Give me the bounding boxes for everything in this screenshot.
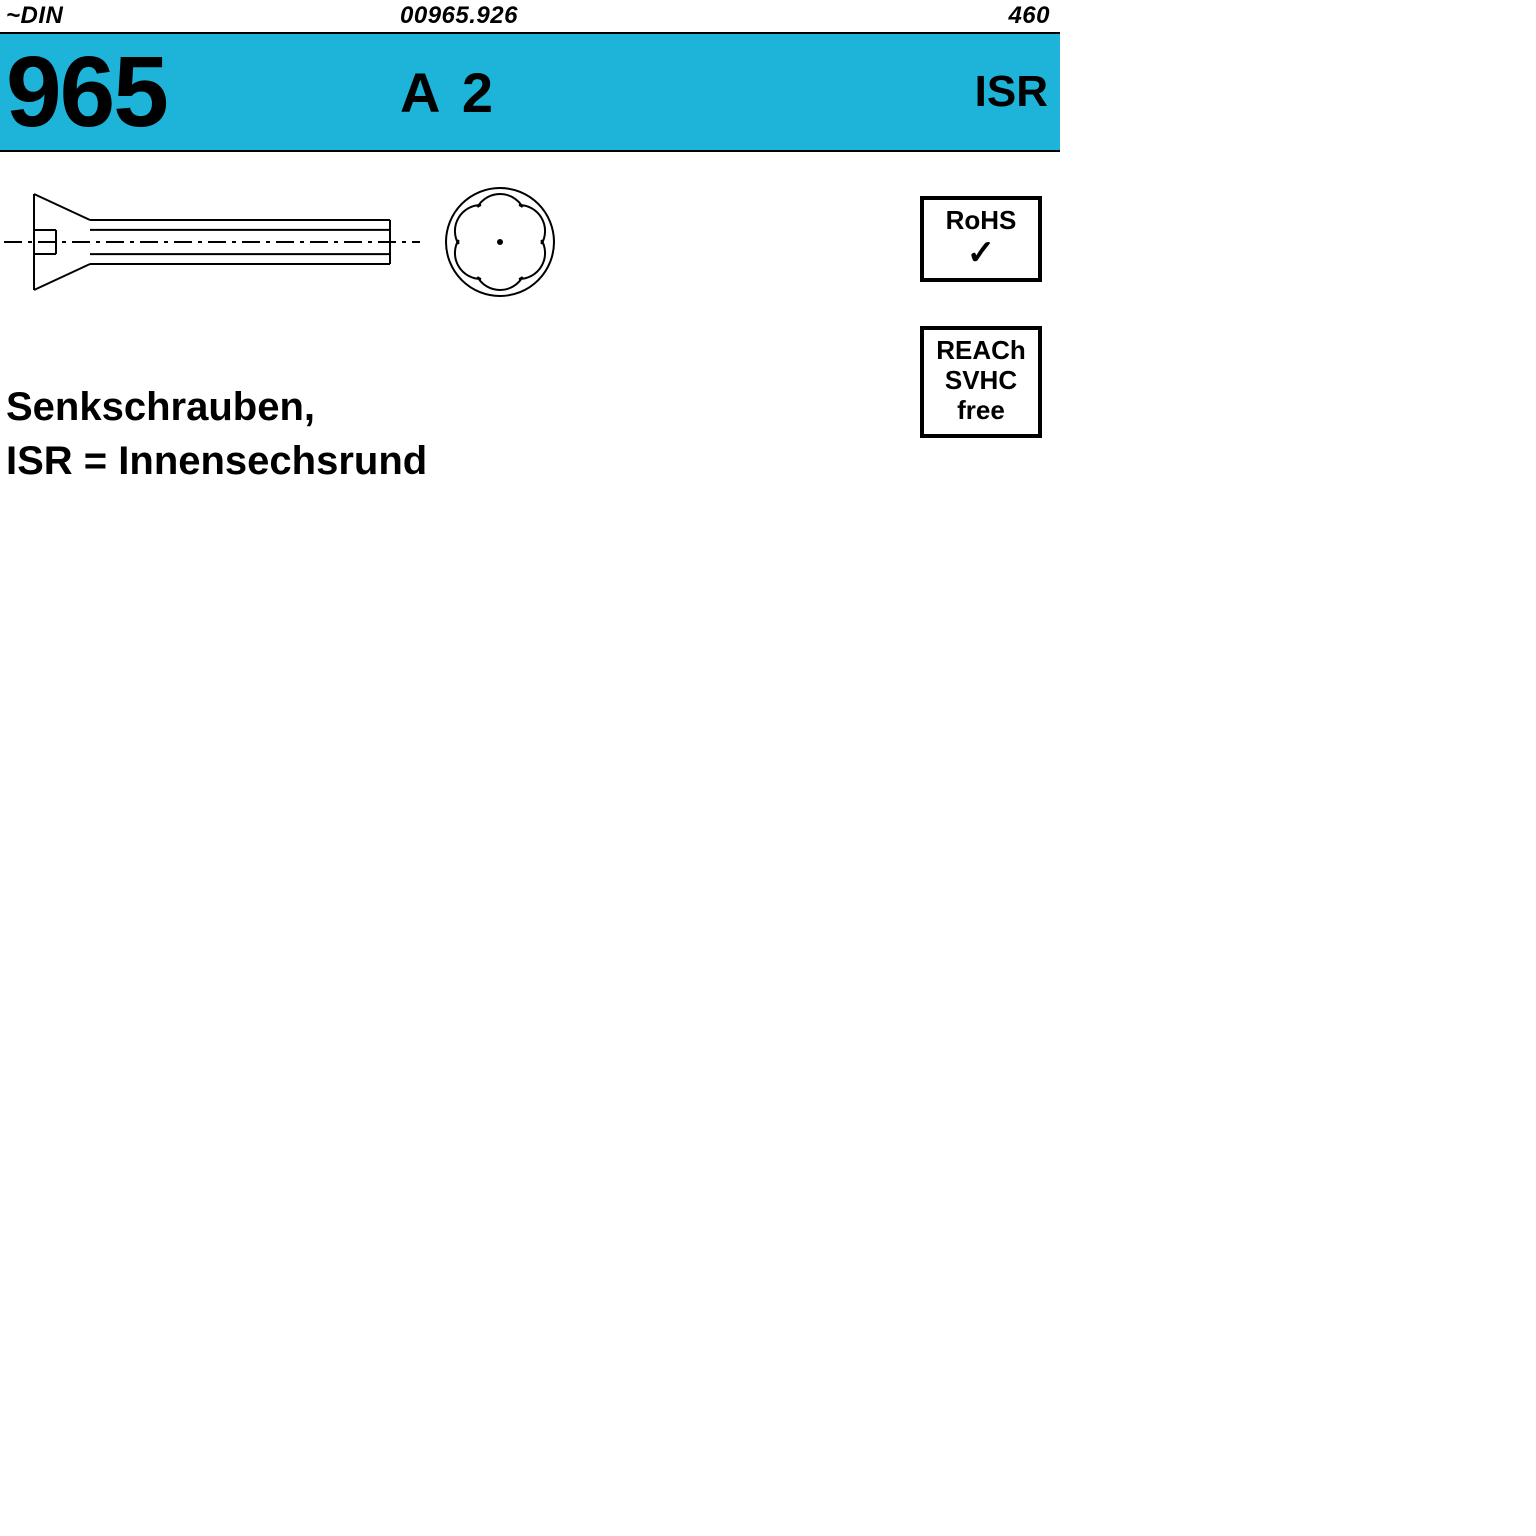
header-code: 460 bbox=[940, 2, 1060, 30]
reach-line3: free bbox=[924, 396, 1038, 426]
technical-drawing bbox=[0, 152, 1060, 372]
spec-card: ~DIN 00965.926 460 965 A 2 ISR RoHS ✓ RE… bbox=[0, 0, 1060, 1060]
screw-svg bbox=[0, 152, 720, 352]
din-number: 965 bbox=[0, 42, 400, 142]
description-line2: ISR = Innensechsrund bbox=[6, 434, 427, 488]
check-icon: ✓ bbox=[924, 236, 1038, 270]
reach-line2: SVHC bbox=[924, 366, 1038, 396]
title-bar: 965 A 2 ISR bbox=[0, 34, 1060, 152]
reach-badge: REACh SVHC free bbox=[920, 326, 1042, 438]
description: Senkschrauben, ISR = Innensechsrund bbox=[6, 380, 427, 488]
reach-line1: REACh bbox=[924, 336, 1038, 366]
article-number: 00965.926 bbox=[400, 2, 940, 30]
rohs-label: RoHS bbox=[924, 206, 1038, 236]
material-grade: A 2 bbox=[400, 60, 900, 125]
description-line1: Senkschrauben, bbox=[6, 380, 427, 434]
drive-type: ISR bbox=[900, 67, 1060, 117]
rohs-badge: RoHS ✓ bbox=[920, 196, 1042, 282]
standard-prefix: ~DIN bbox=[0, 2, 400, 30]
header-row: ~DIN 00965.926 460 bbox=[0, 0, 1060, 34]
